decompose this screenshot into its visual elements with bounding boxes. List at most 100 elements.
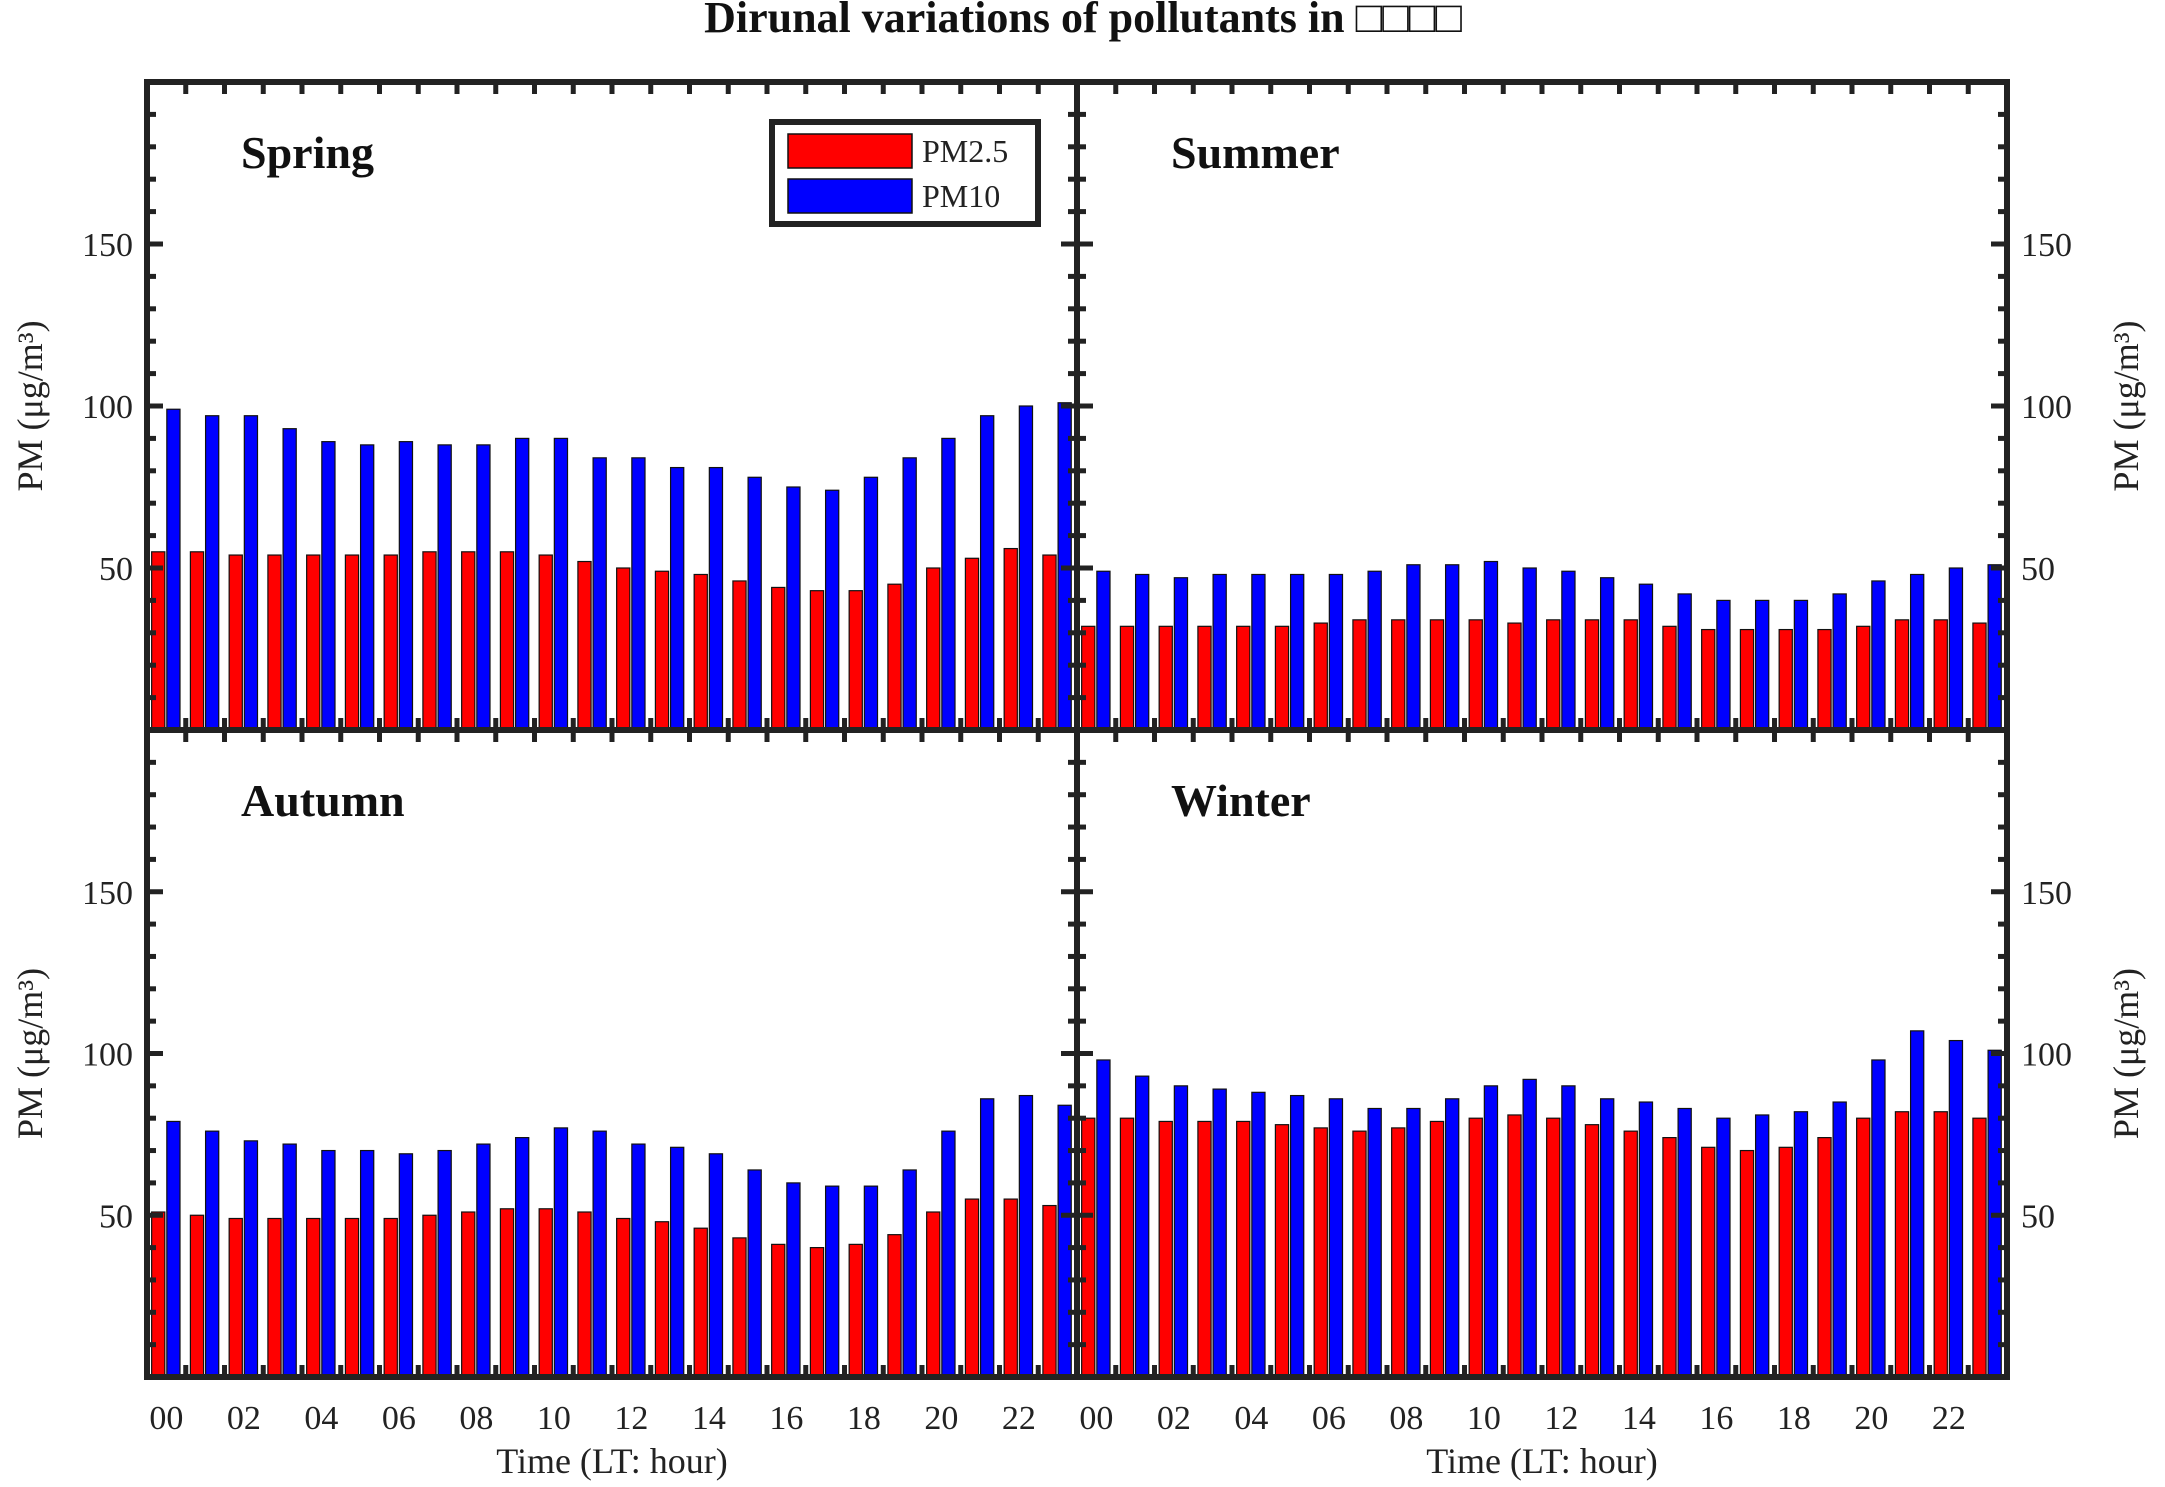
bar-pm10-21 xyxy=(979,415,995,731)
bar-pm10-12 xyxy=(1561,1085,1576,1378)
bar-pm25-14 xyxy=(693,573,708,731)
x-tick-label: 20 xyxy=(1854,1400,1888,1437)
bar-pm10-17 xyxy=(1754,1114,1770,1378)
bar-pm25-21 xyxy=(964,557,980,731)
bar-pm10-21 xyxy=(1909,1030,1925,1378)
bar-pm25-21 xyxy=(1894,619,1910,731)
bar-pm25-13 xyxy=(1584,1124,1600,1378)
y-tick-label: 100 xyxy=(82,1037,133,1074)
bar-pm25-01 xyxy=(189,1214,205,1378)
y-tick-label: 150 xyxy=(82,227,133,264)
bar-pm10-09 xyxy=(1444,564,1460,731)
bar-pm25-10 xyxy=(538,1208,553,1378)
bar-pm10-16 xyxy=(786,1182,801,1378)
bar-pm25-09 xyxy=(1429,1120,1445,1378)
bar-pm25-19 xyxy=(887,1234,902,1378)
bar-pm25-05 xyxy=(1274,625,1290,731)
bar-pm10-20 xyxy=(941,1130,956,1378)
bar-pm25-07 xyxy=(422,1214,437,1378)
bar-pm25-09 xyxy=(499,551,515,731)
bar-pm25-05 xyxy=(344,1217,360,1378)
bar-pm25-03 xyxy=(267,554,282,731)
x-tick-label: 04 xyxy=(304,1400,338,1437)
bar-pm25-18 xyxy=(848,1243,863,1378)
x-tick-label: 02 xyxy=(227,1400,261,1437)
x-tick-label: 00 xyxy=(1079,1400,1113,1437)
bar-pm10-08 xyxy=(476,444,491,731)
bar-pm10-22 xyxy=(1948,567,1964,731)
bar-pm10-18 xyxy=(1793,1111,1809,1378)
bar-pm10-22 xyxy=(1018,405,1034,731)
bar-pm10-19 xyxy=(1832,1101,1847,1378)
y-tick-label: 150 xyxy=(2021,227,2072,264)
bar-pm25-00 xyxy=(151,1211,166,1378)
x-tick-label: 08 xyxy=(459,1400,493,1437)
bar-pm25-23 xyxy=(1042,1204,1057,1378)
bar-pm25-11 xyxy=(1507,1114,1522,1378)
bar-pm10-11 xyxy=(1522,567,1537,731)
bar-pm10-01 xyxy=(1134,1075,1150,1378)
bar-pm10-15 xyxy=(1677,593,1692,731)
season-label: Summer xyxy=(1171,127,1340,178)
bar-pm10-13 xyxy=(1599,1098,1615,1378)
bar-pm10-07 xyxy=(1367,1107,1382,1378)
bar-pm10-04 xyxy=(1251,573,1266,731)
x-tick-label: 06 xyxy=(382,1400,416,1437)
bar-pm25-02 xyxy=(1158,625,1173,731)
x-tick-label: 16 xyxy=(769,1400,803,1437)
bar-pm10-15 xyxy=(1677,1107,1692,1378)
bar-pm25-16 xyxy=(1701,1146,1716,1378)
legend-swatch-pm25 xyxy=(787,133,913,169)
bar-pm25-10 xyxy=(1468,619,1483,731)
bar-pm25-18 xyxy=(1778,1146,1793,1378)
bar-pm25-04 xyxy=(306,1217,321,1378)
x-tick-label: 02 xyxy=(1157,1400,1191,1437)
bar-pm10-12 xyxy=(631,1143,646,1378)
panel-winter: Winter 50 100 150 PM (μg/m³) 00 02 04 06 08 10 12 14… xyxy=(1074,727,2146,1481)
bar-pm25-14 xyxy=(1623,619,1638,731)
bar-pm25-12 xyxy=(1546,1117,1561,1378)
bar-pm25-22 xyxy=(1933,1111,1948,1378)
y-tick-label: 100 xyxy=(2021,1037,2072,1074)
bar-pm25-04 xyxy=(1236,625,1251,731)
bar-pm25-08 xyxy=(461,1211,476,1378)
bar-pm25-05 xyxy=(344,554,360,731)
bar-pm10-14 xyxy=(708,1153,724,1378)
bar-pm25-07 xyxy=(1352,619,1367,731)
legend: PM2.5 PM10 xyxy=(769,119,1041,227)
bar-pm10-22 xyxy=(1018,1094,1034,1378)
bar-pm25-16 xyxy=(771,1243,786,1378)
bar-pm10-06 xyxy=(398,1153,414,1378)
bar-pm10-06 xyxy=(1328,1098,1344,1378)
bar-pm10-23 xyxy=(1987,564,2002,731)
bar-pm10-22 xyxy=(1948,1039,1964,1378)
bar-pm10-12 xyxy=(1561,570,1576,731)
bar-pm10-01 xyxy=(204,1130,220,1378)
bar-pm25-18 xyxy=(848,590,863,731)
bar-pm25-16 xyxy=(1701,628,1716,731)
bar-pm25-21 xyxy=(964,1198,980,1378)
bar-pm10-00 xyxy=(166,1120,181,1378)
bar-pm10-15 xyxy=(747,1169,762,1378)
chart-title: Dirunal variations of pollutants in □□□□ xyxy=(704,0,1462,42)
bar-pm10-20 xyxy=(1871,580,1886,731)
x-tick-label: 22 xyxy=(1932,1400,1966,1437)
bar-pm10-01 xyxy=(204,415,220,731)
bar-pm10-18 xyxy=(863,476,879,731)
panel-summer: Summer 50 100 150 PM (μg/m³) xyxy=(1074,79,2146,733)
bar-pm25-06 xyxy=(383,1217,398,1378)
bar-pm10-02 xyxy=(243,415,259,731)
bar-pm10-00 xyxy=(166,408,181,731)
bar-pm25-07 xyxy=(1352,1130,1367,1378)
bar-pm25-06 xyxy=(383,554,398,731)
x-tick-label: 04 xyxy=(1234,1400,1268,1437)
bar-pm25-17 xyxy=(1739,628,1755,731)
bar-pm25-22 xyxy=(1003,547,1018,731)
bar-pm25-06 xyxy=(1313,622,1328,731)
bar-pm25-19 xyxy=(1817,628,1832,731)
bar-pm10-10 xyxy=(553,1127,569,1378)
bar-pm25-03 xyxy=(1197,1120,1212,1378)
bar-pm10-00 xyxy=(1096,570,1111,731)
bar-pm25-22 xyxy=(1003,1198,1018,1378)
